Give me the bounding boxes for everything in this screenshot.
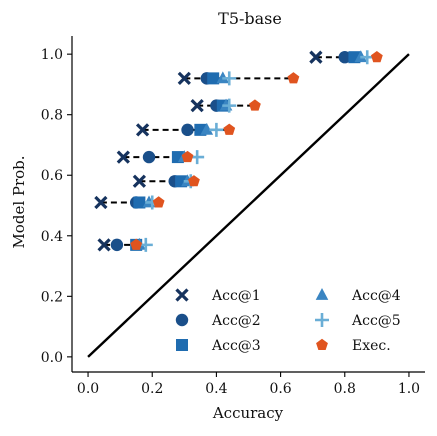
x-tick-label: 0.2 [141,381,163,397]
y-axis-label: Model Prob. [10,155,28,248]
x-tick-label: 0.4 [205,381,227,397]
legend-label: Acc@5 [351,313,401,329]
circle-data-point [181,123,194,137]
circle-data-point [110,238,124,252]
pentagon-data-point [249,99,261,111]
reference-diagonal-line [87,53,410,358]
plus-legend-marker [315,313,329,327]
y-tick-label: 0.4 [41,229,63,245]
series-acc-5 [138,50,375,252]
legend: Acc@1 Acc@2 Acc@3 Acc@4 Acc@5 Exec. [175,288,401,354]
legend-label: Acc@4 [351,288,401,304]
y-tick-label: 1.0 [41,47,63,63]
x-data-point [97,238,111,252]
plot-area [87,50,410,358]
y-tick-label: 0.8 [41,108,63,124]
series-acc-4 [133,50,368,250]
square-data-point [133,196,146,209]
pentagon-data-point [181,150,194,163]
pentagon-data-point [223,123,236,135]
series-acc-3 [130,51,361,251]
x-data-point [177,71,191,86]
x-data-point [309,50,323,64]
circle-data-point [338,50,351,64]
x-data-point [190,98,204,113]
triangle-legend-marker [315,288,329,300]
x-data-point [135,123,150,137]
legend-label: Acc@3 [211,338,261,354]
x-tick-label: 1.0 [398,381,420,397]
triangle-data-point [200,122,214,135]
plus-data-point [222,98,237,113]
y-tick-label: 0.0 [41,350,63,366]
x-legend-marker [175,288,189,302]
pentagon-data-point [152,196,165,208]
series-exec [130,50,383,250]
plus-data-point [209,122,224,137]
plus-data-point [222,71,237,86]
y-tick-label: 0.6 [41,168,63,184]
legend-label: Acc@1 [211,288,261,304]
pentagon-legend-marker [316,338,328,351]
circle-legend-marker [175,313,189,327]
square-data-point [194,123,207,136]
square-legend-marker [176,339,188,351]
legend-label: Acc@2 [211,313,261,329]
x-data-point [116,150,130,164]
pentagon-data-point [188,175,200,187]
pentagon-data-point [370,50,383,63]
x-tick-label: 0.6 [269,381,291,397]
pentagon-data-point [287,72,300,84]
x-data-point [132,174,147,188]
legend-label: Exec. [352,338,391,354]
x-tick-label: 0.0 [77,381,99,397]
square-data-point [207,72,220,85]
pentagon-data-point [130,238,143,250]
x-tick-label: 0.8 [334,381,356,397]
y-tick-label: 0.2 [41,289,63,305]
chart-title: T5-base [218,9,282,28]
x-data-point [94,195,108,210]
circle-data-point [142,150,156,164]
series-acc-1 [94,50,323,252]
axes: 0.0 0.2 0.4 0.6 0.8 1.0 0.0 0.2 0.4 0.6 0.8 1.0 [41,36,425,397]
x-axis-label: Accuracy [212,404,284,422]
